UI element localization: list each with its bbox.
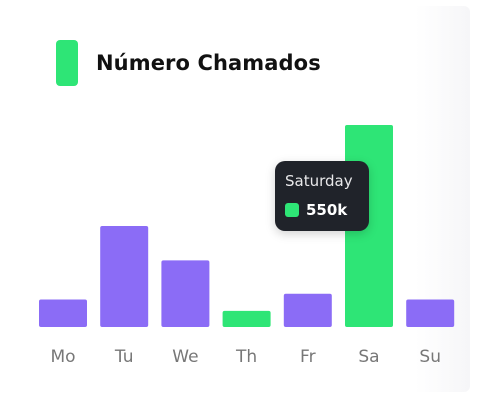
legend-swatch — [56, 40, 78, 86]
tick-label-we: We — [172, 347, 198, 367]
tooltip-title: Saturday — [285, 172, 353, 190]
bar-tu[interactable] — [100, 226, 149, 327]
chart-panel — [14, 6, 470, 392]
tooltip-series-dot — [285, 203, 299, 217]
bar-tooltip: Saturday 550k — [275, 161, 369, 231]
tick-label-su: Su — [419, 347, 441, 367]
bar-th[interactable] — [222, 310, 271, 327]
legend-label: Número Chamados — [96, 51, 321, 75]
tooltip-row: 550k — [285, 201, 347, 219]
tick-label-mo: Mo — [50, 347, 75, 367]
bar-we[interactable] — [161, 260, 210, 327]
bar-mo[interactable] — [39, 299, 87, 328]
x-axis-tick-labels: Mo Tu We Th Fr Sa Su — [50, 347, 441, 367]
bar-fr[interactable] — [283, 293, 332, 327]
tick-label-fr: Fr — [300, 347, 316, 367]
tooltip-value: 550k — [306, 201, 348, 219]
tick-label-sa: Sa — [358, 347, 379, 367]
bar-su[interactable] — [406, 299, 455, 328]
tick-label-tu: Tu — [114, 347, 134, 367]
tick-label-th: Th — [235, 347, 257, 367]
chart-legend[interactable]: Número Chamados — [56, 40, 321, 86]
bar-group — [39, 125, 455, 328]
